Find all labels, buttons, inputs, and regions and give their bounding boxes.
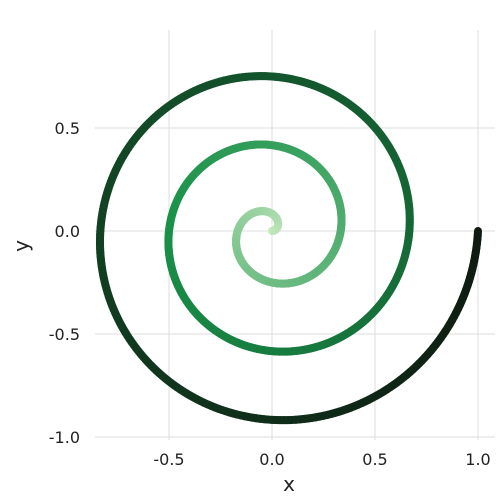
x-axis-label: x: [283, 472, 295, 496]
x-tick-label: 0.5: [362, 450, 387, 469]
y-axis-label: y: [9, 240, 33, 252]
y-tick-label: 0.0: [55, 222, 80, 241]
x-tick-label: 1.0: [465, 450, 490, 469]
y-tick-label: 0.5: [55, 119, 80, 138]
grid: [95, 30, 495, 440]
x-tick-label: -0.5: [153, 450, 184, 469]
spiral-series: [95, 72, 482, 425]
x-tick-label: 0.0: [259, 450, 284, 469]
y-tick-label: -0.5: [49, 325, 80, 344]
x-tick-labels: -0.5 0.0 0.5 1.0: [153, 450, 490, 469]
y-tick-label: -1.0: [49, 428, 80, 447]
y-tick-labels: 0.5 0.0 -0.5 -1.0: [49, 119, 80, 447]
